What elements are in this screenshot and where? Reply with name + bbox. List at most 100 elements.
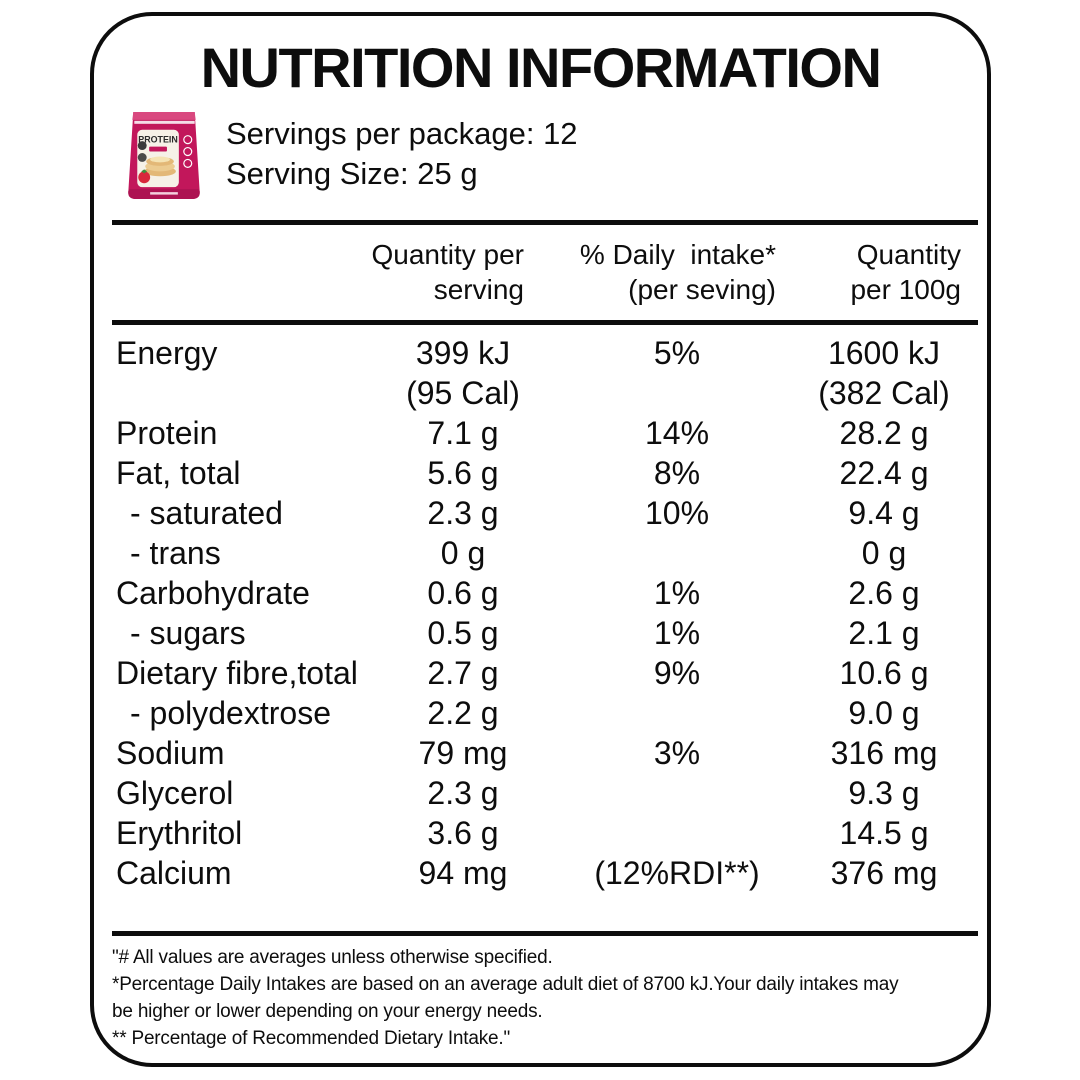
table-row: - trans 0 g 0 g — [112, 533, 978, 573]
qty-per-serving-value: 2.3 g — [427, 495, 499, 531]
nutrient-label: Energy — [116, 335, 218, 371]
nutrient-label: - trans — [130, 535, 221, 571]
table-row: Glycerol 2.3 g 9.3 g — [112, 773, 978, 813]
qty-per-100g-value: 1600 kJ (382 Cal) — [818, 335, 950, 411]
table-row: Carbohydrate 0.6 g 1% 2.6 g — [112, 573, 978, 613]
column-header-quantity-per-100g: Quantity per 100g — [850, 239, 961, 305]
qty-per-100g-value: 2.6 g — [848, 575, 920, 611]
table-rule-header-bottom — [112, 320, 978, 325]
table-row: Erythritol 3.6 g 14.5 g — [112, 813, 978, 853]
daily-intake-value — [564, 773, 790, 813]
qty-per-100g-value: 28.2 g — [839, 415, 929, 451]
footnotes: "# All values are averages unless otherw… — [112, 936, 978, 1052]
badge-icon-1 — [137, 141, 147, 151]
qty-per-serving-value: 2.7 g — [427, 655, 499, 691]
qty-per-serving-value: 3.6 g — [427, 815, 499, 851]
qty-per-serving-value: 7.1 g — [427, 415, 499, 451]
table-row: - saturated 2.3 g 10% 9.4 g — [112, 493, 978, 533]
product-pouch-image: PROTEIN — [128, 111, 200, 200]
table-body: Energy 399 kJ (95 Cal) 5% 1600 kJ (382 C… — [112, 325, 978, 893]
feature-icon-1 — [183, 135, 193, 145]
table-row: Energy 399 kJ (95 Cal) 5% 1600 kJ (382 C… — [112, 333, 978, 413]
table-row: Protein 7.1 g 14% 28.2 g — [112, 413, 978, 453]
column-header-nutrient — [112, 225, 362, 320]
qty-per-100g-value: 9.0 g — [848, 695, 920, 731]
column-header-daily-intake: % Daily intake* (per seving) — [579, 239, 776, 305]
table-row: Calcium 94 mg (12%RDI**) 376 mg — [112, 853, 978, 893]
qty-per-serving-value: 79 mg — [418, 735, 508, 771]
qty-per-100g-value: 9.4 g — [848, 495, 920, 531]
table-row: - sugars 0.5 g 1% 2.1 g — [112, 613, 978, 653]
nutrient-label: Erythritol — [116, 815, 243, 851]
table-header-row: Quantity per serving % Daily intake* (pe… — [112, 225, 978, 320]
nutrient-label: Calcium — [116, 855, 232, 891]
table-row: Dietary fibre,total 2.7 g 9% 10.6 g — [112, 653, 978, 693]
nutrient-label: - sugars — [130, 615, 246, 651]
nutrient-label: Fat, total — [116, 455, 241, 491]
serving-info-section: Servings per package: 12 Serving Size: 2… — [226, 114, 578, 194]
strawberry — [138, 171, 151, 184]
qty-per-serving-value: 2.2 g — [427, 695, 499, 731]
nutrient-label: Glycerol — [116, 775, 234, 811]
daily-intake-value — [564, 813, 790, 853]
table-row: Sodium 79 mg 3% 316 mg — [112, 733, 978, 773]
qty-per-serving-value: 0.6 g — [427, 575, 499, 611]
daily-intake-value: 5% — [653, 335, 701, 371]
table-row: Fat, total 5.6 g 8% 22.4 g — [112, 453, 978, 493]
footnote-line: be higher or lower depending on your ene… — [112, 1001, 543, 1022]
qty-per-serving-value: 0 g — [440, 535, 486, 571]
daily-intake-value: 10% — [644, 495, 710, 531]
footnote-line: "# All values are averages unless otherw… — [112, 947, 553, 968]
serving-size-text: Serving Size: 25 g — [226, 156, 478, 191]
footnote-line: ** Percentage of Recommended Dietary Int… — [112, 1028, 511, 1049]
qty-per-100g-value: 376 mg — [830, 855, 938, 891]
qty-per-100g-value: 22.4 g — [839, 455, 929, 491]
qty-per-100g-value: 14.5 g — [839, 815, 929, 851]
qty-per-serving-value: 94 mg — [418, 855, 508, 891]
daily-intake-value: 3% — [653, 735, 701, 771]
qty-per-100g-value: 316 mg — [830, 735, 938, 771]
pouch-top-seal — [132, 111, 196, 120]
pouch-red-tag — [149, 146, 167, 152]
feature-icon-3 — [183, 158, 193, 168]
daily-intake-value — [564, 693, 790, 733]
nutrient-label: Protein — [116, 415, 218, 451]
daily-intake-value: 1% — [653, 575, 701, 611]
qty-per-serving-value: 5.6 g — [427, 455, 499, 491]
table-row: - polydextrose 2.2 g 9.0 g — [112, 693, 978, 733]
strawberry-leaf — [141, 169, 148, 174]
syrup — [150, 156, 170, 163]
qty-per-serving-value: 399 kJ (95 Cal) — [406, 335, 520, 411]
feature-icon-2 — [183, 146, 193, 157]
daily-intake-value: 9% — [653, 655, 701, 691]
daily-intake-value: 1% — [653, 615, 701, 651]
pouch-bottom-text-line — [150, 192, 178, 195]
table-rule-bottom — [112, 931, 978, 936]
pouch-brand-text: PROTEIN — [138, 135, 178, 145]
badge-icon-2 — [137, 153, 147, 162]
daily-intake-value: 8% — [653, 455, 701, 491]
qty-per-100g-value: 2.1 g — [848, 615, 920, 651]
qty-per-serving-value: 2.3 g — [427, 775, 499, 811]
page-title: NUTRITION INFORMATION — [200, 36, 882, 99]
servings-per-package-text: Servings per package: 12 — [226, 116, 578, 151]
daily-intake-value — [564, 533, 790, 573]
column-header-quantity-per-serving: Quantity per serving — [371, 239, 524, 305]
qty-per-serving-value: 0.5 g — [427, 615, 499, 651]
table-rule-top — [112, 220, 978, 225]
qty-per-100g-value: 9.3 g — [848, 775, 920, 811]
nutrient-label: Carbohydrate — [116, 575, 310, 611]
daily-intake-value: 14% — [644, 415, 710, 451]
pouch-zip-strip — [134, 120, 195, 124]
nutrition-card: NUTRITION INFORMATION PROTEIN Servings p… — [90, 12, 991, 1067]
qty-per-100g-value: 0 g — [861, 535, 907, 571]
qty-per-100g-value: 10.6 g — [839, 655, 929, 691]
nutrient-label: Dietary fibre,total — [116, 655, 358, 691]
nutrient-label: - saturated — [130, 495, 283, 531]
nutrient-label: Sodium — [116, 735, 225, 771]
nutrient-label: - polydextrose — [130, 695, 331, 731]
footnote-line: *Percentage Daily Intakes are based on a… — [112, 974, 899, 995]
daily-intake-value: (12%RDI**) — [594, 855, 760, 891]
nutrition-table: Quantity per serving % Daily intake* (pe… — [112, 220, 978, 1052]
